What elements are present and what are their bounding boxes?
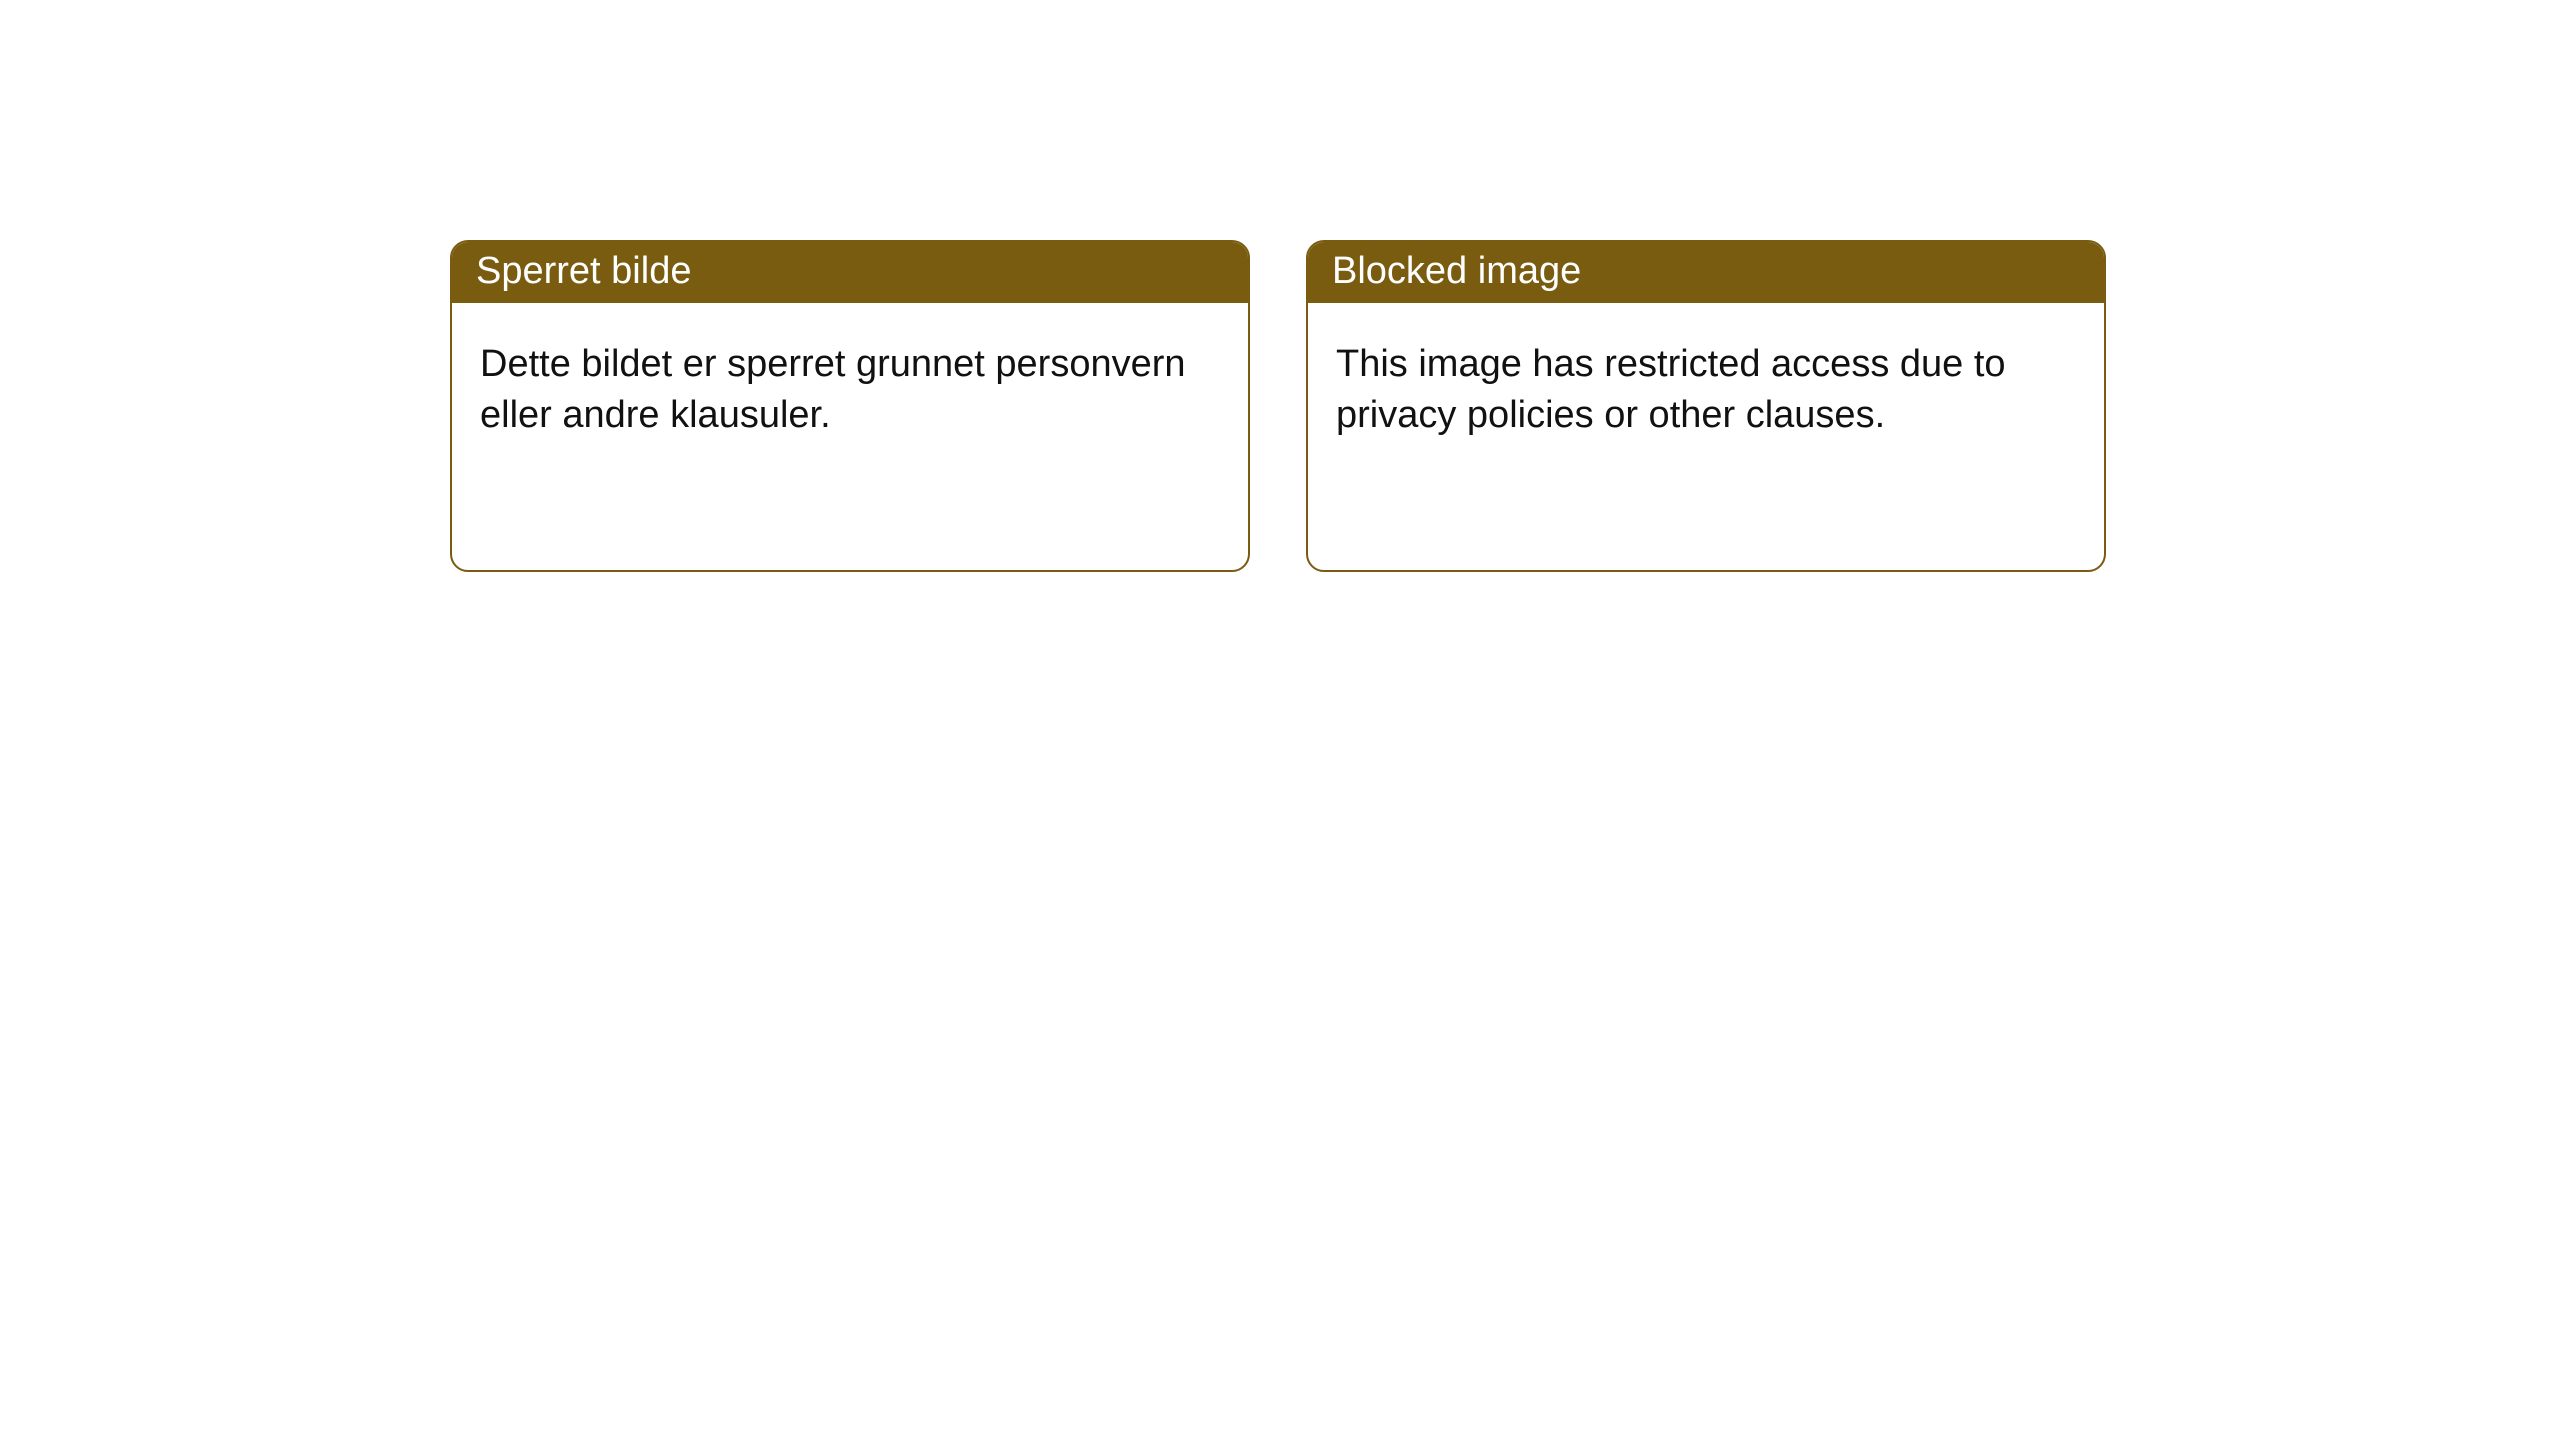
notice-body: This image has restricted access due to … [1308,303,2104,478]
notice-title: Sperret bilde [452,242,1248,303]
notice-container: Sperret bilde Dette bildet er sperret gr… [0,0,2560,572]
notice-title: Blocked image [1308,242,2104,303]
notice-body: Dette bildet er sperret grunnet personve… [452,303,1248,478]
notice-card-norwegian: Sperret bilde Dette bildet er sperret gr… [450,240,1250,572]
notice-card-english: Blocked image This image has restricted … [1306,240,2106,572]
